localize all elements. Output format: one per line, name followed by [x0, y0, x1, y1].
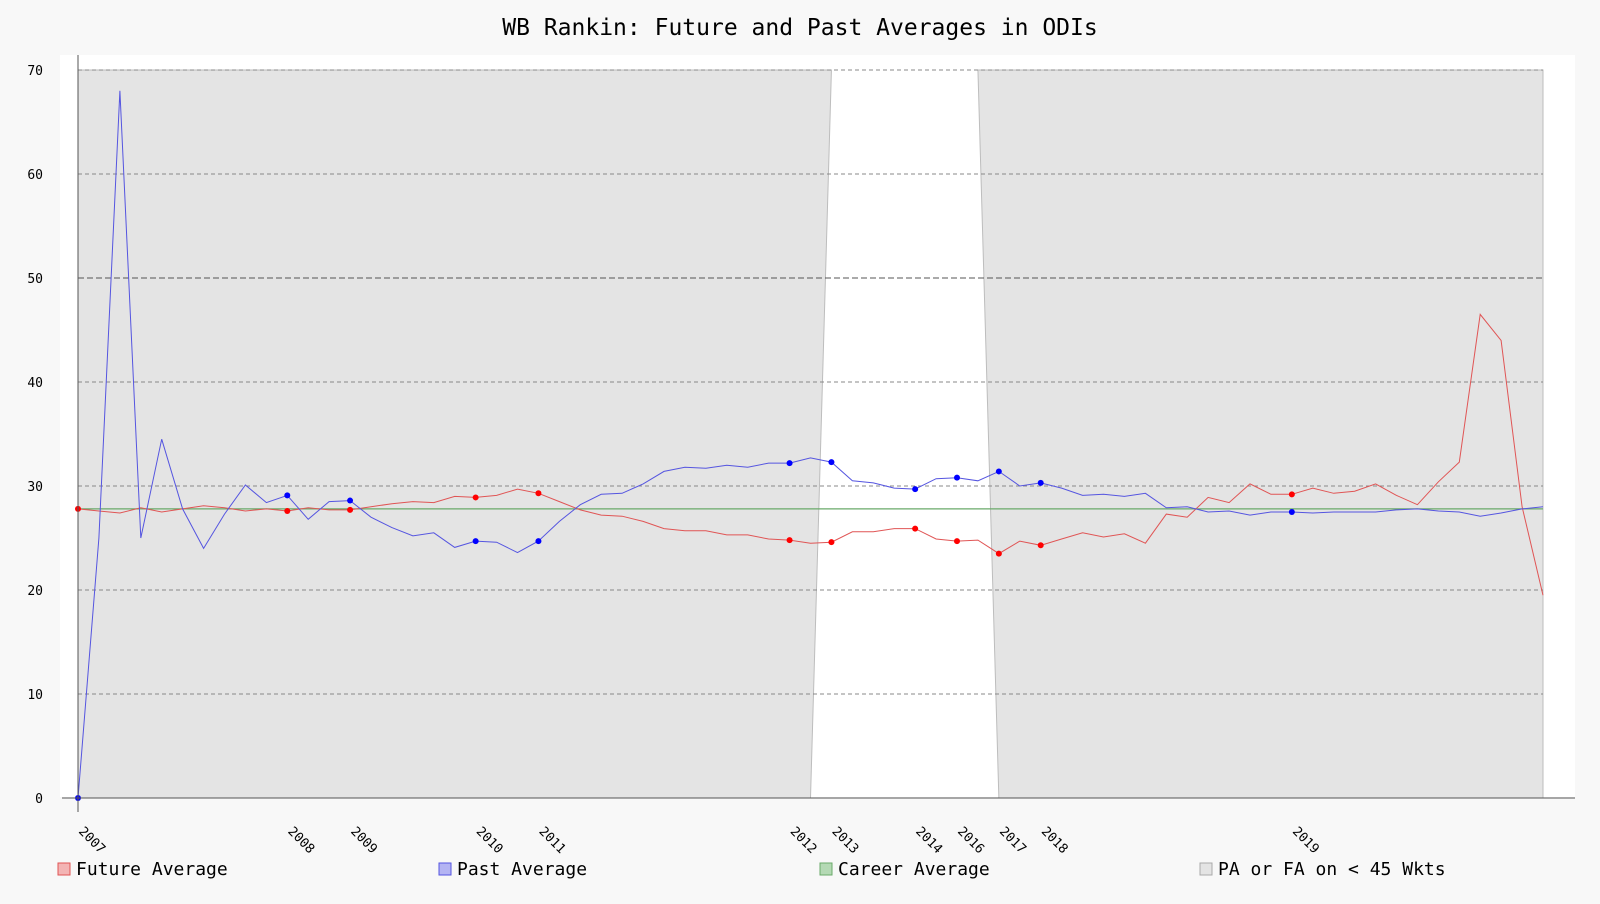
chart-title: WB Rankin: Future and Past Averages in O… [502, 15, 1097, 41]
future-average-point [954, 538, 960, 545]
past-average-point [828, 459, 835, 466]
future-average-point [284, 507, 291, 514]
y-tick-label: 70 [27, 64, 43, 79]
past-average-line [77, 90, 1544, 799]
past-average-point [995, 468, 1002, 475]
y-tick-label: 50 [27, 272, 43, 287]
legend-swatch [57, 862, 71, 876]
future-average-line [77, 313, 1544, 596]
past-average-point [347, 497, 354, 504]
future-average-point [1037, 542, 1044, 549]
past-average-point [472, 538, 479, 545]
past-average-point [954, 474, 960, 481]
future-average-point [472, 494, 479, 501]
y-tick-label: 60 [27, 168, 43, 183]
past-average-point [284, 492, 291, 499]
y-tick-label: 10 [27, 688, 43, 703]
legend-label: Past Average [457, 859, 587, 880]
future-average-point [912, 525, 919, 532]
y-tick-label: 30 [27, 480, 43, 495]
shaded-region [77, 69, 1544, 799]
future-average-point [786, 537, 793, 544]
legend-swatch [819, 862, 833, 876]
legend-label: Career Average [838, 859, 990, 880]
shade-layer [77, 69, 1544, 799]
past-average-point [1288, 509, 1295, 515]
legend-swatch [1199, 862, 1213, 876]
past-average-point [1037, 479, 1044, 486]
legend-label: Future Average [76, 859, 228, 880]
future-average-point [1288, 491, 1295, 498]
y-tick-label: 0 [35, 792, 43, 807]
future-average-point [828, 539, 835, 546]
legend-swatch [438, 862, 452, 876]
legend-label: PA or FA on < 45 Wkts [1218, 859, 1446, 880]
future-average-point [535, 490, 542, 497]
past-average-point [912, 486, 919, 493]
grid-layer [78, 69, 1543, 695]
future-average-point [995, 550, 1002, 557]
y-tick-label: 40 [27, 376, 43, 391]
future-average-point [347, 506, 354, 513]
past-average-point [535, 538, 542, 545]
past-average-point [786, 460, 793, 467]
y-tick-label: 20 [27, 584, 43, 599]
legend: Future Average Past Average Career Average… [57, 859, 1446, 880]
series-layer [75, 90, 1544, 801]
